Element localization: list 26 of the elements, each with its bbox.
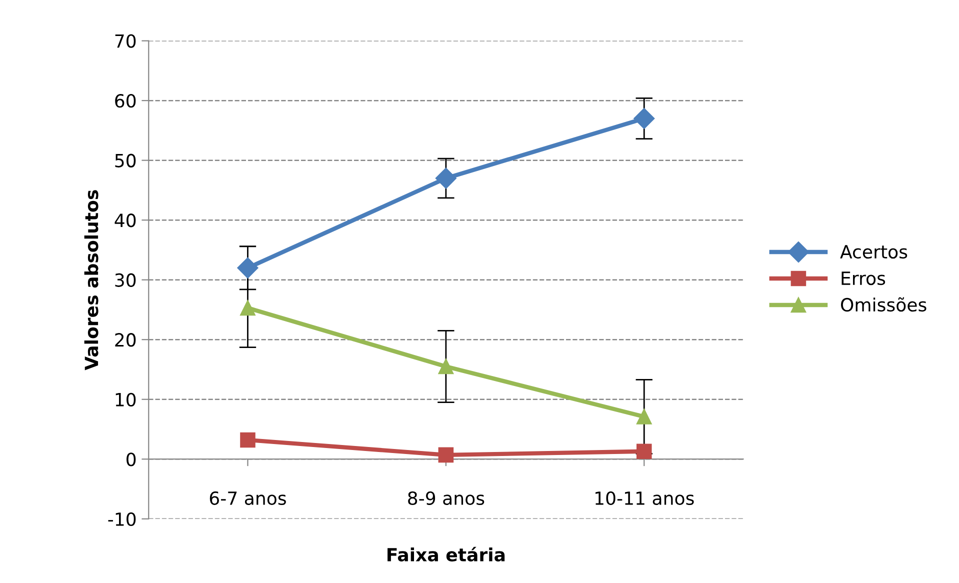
point xyxy=(636,409,652,424)
x-tick-label: 8-9 anos xyxy=(408,491,484,506)
point xyxy=(435,168,456,189)
y-tick-label: 70 xyxy=(115,34,136,48)
point xyxy=(438,358,454,374)
point xyxy=(634,108,655,130)
point xyxy=(240,300,256,316)
y-tick-label: 50 xyxy=(115,154,136,168)
y-tick-label: 10 xyxy=(116,392,136,406)
y-tick-label: -10 xyxy=(108,512,136,526)
y-tick-label: 40 xyxy=(114,214,136,228)
x-tick-label: 10-11 anos xyxy=(596,491,694,506)
legend-label: Erros xyxy=(842,272,886,286)
legend-label: Acertos xyxy=(840,245,908,259)
x-tick-label: 6-7 anos xyxy=(210,491,286,506)
point xyxy=(240,432,256,448)
y-tick-label: 0 xyxy=(126,452,136,466)
y-tick-label: 30 xyxy=(115,273,136,287)
point xyxy=(237,257,258,278)
point xyxy=(438,447,454,463)
y-axis-title: Valores absolutos xyxy=(84,190,98,370)
y-tick-label: 20 xyxy=(115,333,136,347)
y-tick-label: 60 xyxy=(115,94,136,108)
point xyxy=(636,444,652,459)
legend-label: Omissões xyxy=(840,297,926,312)
x-axis-title: Faixa etária xyxy=(388,546,505,562)
